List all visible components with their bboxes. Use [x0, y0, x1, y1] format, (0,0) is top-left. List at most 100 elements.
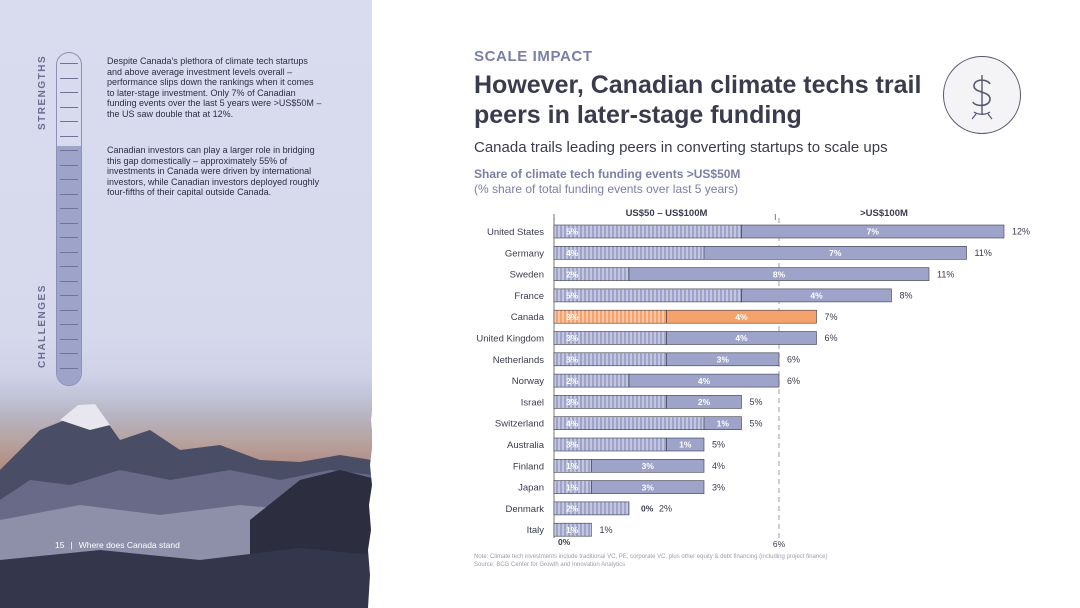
segment-label-series-2: 4%: [735, 312, 748, 322]
category-label: Germany: [505, 248, 544, 259]
left-panel: STRENGTHS CHALLENGES Despite Canada's pl…: [0, 0, 372, 608]
segment-label-series-1: 4%: [566, 418, 579, 428]
category-label: Netherlands: [493, 355, 544, 366]
category-label: Norway: [512, 376, 544, 387]
segment-label-series-1: 5%: [566, 227, 579, 237]
total-label: 5%: [750, 397, 763, 407]
segment-label-series-2: 0%: [641, 504, 654, 514]
thermometer-tick: [60, 193, 78, 195]
thermometer-tick: [60, 222, 78, 224]
total-label: 11%: [937, 269, 954, 279]
bar-segment-series-1: [553, 501, 630, 516]
segment-label-series-1: 3%: [566, 440, 579, 450]
category-label: Denmark: [505, 504, 544, 515]
bar-segment-series-2: [666, 331, 817, 345]
category-label: Switzerland: [495, 419, 544, 430]
category-label: Australia: [507, 440, 545, 451]
total-label: 7%: [825, 312, 838, 322]
bar-segment-series-2: [591, 480, 705, 494]
bar-segment-series-2: [666, 352, 780, 367]
thermometer-tick: [60, 324, 78, 325]
thermometer-tick: [60, 251, 78, 253]
total-label: 3%: [712, 482, 725, 492]
segment-label-series-1: 3%: [566, 355, 579, 365]
bar-segment-series-1: [553, 288, 742, 303]
category-label: Finland: [513, 461, 544, 472]
thermometer-tick: [60, 338, 78, 340]
category-label: United Kingdom: [476, 334, 544, 345]
total-label: 8%: [900, 291, 913, 301]
thermometer-tick: [60, 106, 78, 108]
segment-label-series-2: 2%: [698, 397, 711, 407]
total-label: 5%: [750, 418, 763, 428]
thermometer-tick: [60, 179, 78, 180]
page-subtitle: Canada trails leading peers in convertin…: [474, 139, 888, 156]
segment-label-series-1: 3%: [566, 312, 579, 322]
thermometer-tick: [60, 295, 78, 296]
thermometer-tick: [60, 367, 78, 369]
bar-segment-series-2: [628, 373, 780, 388]
category-label: Italy: [527, 525, 545, 536]
bar-segment-series-2: [666, 395, 742, 409]
bar-segment-series-1: [553, 522, 592, 537]
category-label: Canada: [511, 312, 545, 323]
category-label: Israel: [521, 397, 544, 408]
segment-label-series-2: 8%: [773, 269, 786, 279]
thermometer-tick: [60, 164, 78, 166]
category-label: Japan: [518, 483, 544, 494]
segment-label-series-1: 3%: [566, 397, 579, 407]
challenges-paragraph: Canadian investors can play a larger rol…: [107, 145, 320, 198]
thermometer-tick: [60, 266, 78, 267]
page-number: 15: [55, 540, 65, 550]
category-label: Sweden: [510, 270, 544, 281]
segment-label-series-1: 1%: [566, 525, 579, 535]
total-label: 6%: [787, 355, 800, 365]
note-line: Note: Climate tech investments include t…: [474, 554, 828, 560]
segment-label-series-1: 5%: [566, 291, 579, 301]
segment-label-series-1: 3%: [566, 333, 579, 343]
segment-label-series-2: 4%: [735, 333, 748, 343]
total-label: 2%: [659, 504, 672, 514]
axis-tick-label: 6%: [773, 539, 786, 549]
thermometer-tick: [60, 353, 78, 354]
segment-label-series-2: 7%: [829, 248, 842, 258]
total-label: 12%: [1012, 227, 1030, 237]
segment-label-series-2: 1%: [717, 418, 730, 428]
thermometer-tick: [60, 280, 78, 282]
bar-segment-series-1: [553, 224, 742, 239]
thermometer-tick: [60, 63, 78, 64]
total-label: 5%: [712, 440, 725, 450]
axis-tick-label: 0%: [558, 537, 571, 547]
thermometer-fill: [57, 145, 81, 385]
segment-label-series-2: 4%: [810, 291, 823, 301]
thermometer-gauge: [56, 52, 82, 386]
stacked-bar-chart: US$50 – US$100M >US$100M United States 5% 7%…: [476, 208, 1030, 549]
chart-title: Share of climate tech funding events >US…: [474, 167, 741, 181]
segment-label-series-1: 1%: [566, 461, 579, 471]
chart-title-block: Share of climate tech funding events >US…: [474, 167, 740, 197]
segment-label-series-2: 3%: [642, 461, 655, 471]
total-label: 4%: [712, 461, 725, 471]
segment-label-series-1: 4%: [566, 248, 579, 258]
category-label: United States: [487, 227, 544, 238]
thermometer-tick: [60, 208, 78, 209]
dollar-sign-icon: [971, 75, 993, 120]
source-line: Source: BCG Center for Growth and Innova…: [474, 562, 626, 568]
segment-label-series-2: 3%: [717, 355, 730, 365]
footer-separator: |: [70, 540, 73, 550]
section-label: SCALE IMPACT: [474, 48, 593, 65]
segment-label-series-1: 1%: [566, 482, 579, 492]
bar-segment-series-2: [703, 245, 967, 260]
strengths-paragraph: Despite Canada's plethora of climate tec…: [107, 56, 322, 119]
segment-label-series-1: 2%: [566, 269, 579, 279]
mountain-landscape-image: [0, 380, 372, 608]
segment-label-series-2: 4%: [698, 376, 711, 386]
footer-text: Where does Canada stand: [78, 540, 180, 550]
segment-label-series-1: 2%: [566, 376, 579, 386]
category-label: France: [514, 291, 544, 302]
bar-segment-series-2: [666, 309, 817, 324]
chart-note: Note: Climate tech investments include t…: [474, 553, 828, 569]
segment-label-series-2: 7%: [867, 227, 880, 237]
thermometer-tick: [60, 150, 78, 151]
thermometer-tick: [60, 237, 78, 238]
